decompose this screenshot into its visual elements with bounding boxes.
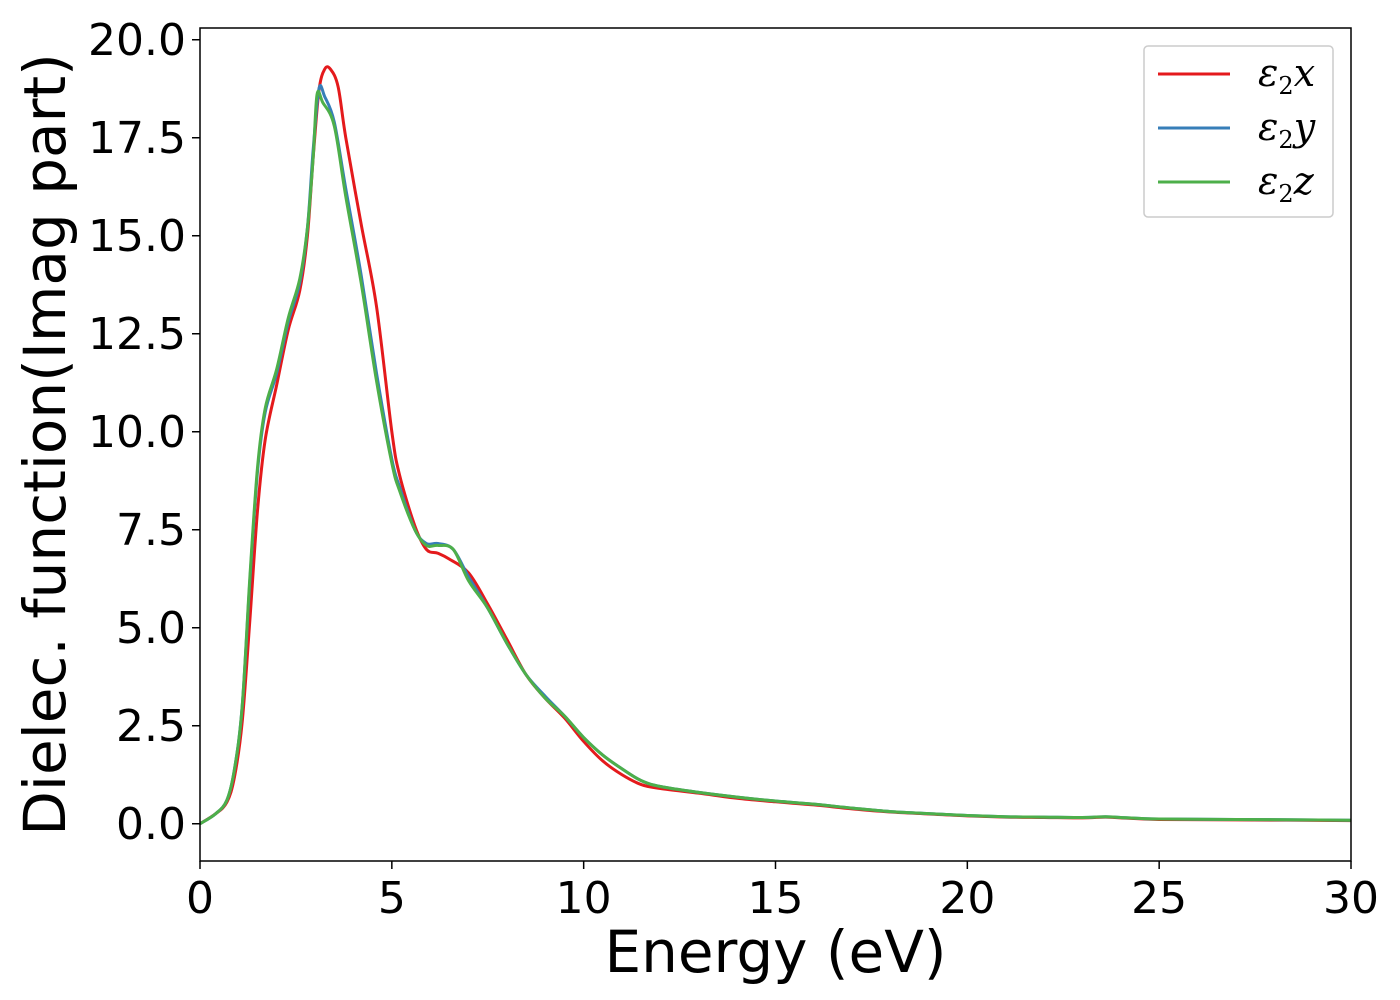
y-tick-label: 17.5 [88,113,186,164]
y-tick-label: 20.0 [88,15,186,66]
y-tick-label: 10.0 [88,407,186,458]
legend-label-z: ε2z [1258,159,1315,208]
y-tick-label: 15.0 [88,211,186,262]
x-tick-label: 0 [186,873,214,924]
y-tick-label: 7.5 [116,505,186,556]
y-tick-label: 2.5 [116,701,186,752]
y-tick-label: 12.5 [88,309,186,360]
y-axis: 0.0 2.5 5.0 7.5 10.0 12.5 15.0 17.5 20.0 [88,15,200,850]
x-axis: 0 5 10 15 20 25 30 [186,861,1379,924]
legend: ε2x ε2y ε2z [1143,45,1334,218]
y-tick-label: 5.0 [116,603,186,654]
x-tick-label: 25 [1131,873,1187,924]
y-axis-title: Dielec. function(Imag part) [11,53,79,836]
legend-box [1143,45,1334,218]
series-line-z [200,89,1351,826]
x-tick-label: 15 [748,873,804,924]
plot-lines [200,65,1351,826]
x-axis-title: Energy (eV) [604,918,946,986]
x-tick-label: 10 [556,873,612,924]
legend-label-y: ε2y [1258,105,1316,154]
x-tick-label: 5 [378,873,406,924]
x-tick-label: 20 [939,873,995,924]
x-tick-label: 30 [1323,873,1379,924]
y-tick-label: 0.0 [116,799,186,850]
legend-label-x: ε2x [1258,51,1315,100]
